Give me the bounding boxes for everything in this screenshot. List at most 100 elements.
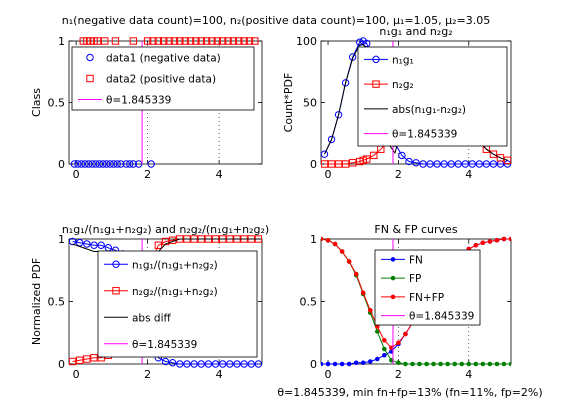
data-point-blue (482, 160, 491, 168)
data-point-blue (398, 151, 406, 160)
data-point-red (348, 159, 357, 167)
plot-area (70, 37, 259, 168)
data-point-green (403, 361, 408, 367)
chart-title: FN & FP curves (374, 223, 457, 236)
data-point-red (245, 37, 254, 45)
data-point-series (473, 242, 479, 248)
legend-label: n₁g₁/(n₁g₁+n₂g₂) (132, 259, 218, 271)
data-point-blue (95, 160, 104, 168)
data-point-series (403, 331, 408, 337)
legend-label: data1 (negative data) (106, 53, 221, 65)
legend-label: FN (409, 254, 423, 266)
data-point-blue (176, 360, 184, 368)
data-point-green (382, 346, 387, 352)
data-point-series (367, 307, 373, 313)
data-point-series (325, 237, 331, 243)
x-tick-label: 0 (325, 168, 332, 181)
y-tick-label: 0.5 (48, 296, 66, 309)
legend-box (357, 46, 508, 147)
data-point-series (346, 259, 352, 264)
legend-box (97, 250, 258, 358)
data-point-blue (183, 360, 191, 368)
data-point-red (160, 37, 168, 45)
data-point-blue (106, 160, 114, 168)
legend-marker (372, 55, 380, 64)
data-point-green (459, 361, 465, 367)
data-point-red (321, 160, 329, 168)
legend-label: θ=1.845339 (409, 311, 474, 323)
data-point-blue (489, 160, 498, 168)
data-point-blue (83, 240, 91, 248)
data-point-blue (109, 160, 118, 168)
data-point-blue (433, 160, 441, 168)
x-tick-label: 4 (216, 368, 223, 381)
legend: n₁g₁ n₂g₂ abs(n₁g₁-n₂g₂) θ=1.845339 (357, 46, 508, 147)
data-point-red (101, 37, 109, 45)
legend-label: FN+FP (409, 292, 444, 304)
data-point-green (494, 361, 500, 367)
legend-label: n₂g₂ (392, 79, 414, 91)
data-point-blue (454, 160, 462, 168)
data-point-blue (475, 160, 484, 168)
y-tick-label: 1 (310, 233, 317, 246)
y-tick-label: 100 (296, 35, 317, 48)
chart-p4: 0 2 4 0 0.5 1 FN & FP curves FN FP FN+FP θ=1.84533… (300, 223, 512, 381)
data-point-series (325, 361, 331, 367)
data-point-blue (168, 359, 177, 367)
data-point-green (487, 361, 493, 367)
data-point-blue (461, 160, 469, 168)
y-tick-label: 0 (58, 158, 65, 171)
data-point-blue (426, 160, 434, 168)
data-point-blue (348, 53, 357, 61)
x-tick-label: 0 (73, 168, 80, 181)
y-tick-label: 0.5 (300, 296, 318, 309)
data-point-green (431, 361, 436, 367)
data-point-red (327, 160, 336, 168)
data-point-green (417, 361, 422, 367)
data-point-red (111, 37, 120, 45)
data-point-red (202, 37, 211, 45)
legend-label: θ=1.845339 (132, 339, 197, 351)
data-point-series (480, 240, 486, 246)
data-point-series (332, 241, 338, 247)
data-point-blue (327, 135, 336, 144)
data-point-green (480, 361, 486, 367)
data-point-blue (341, 79, 350, 87)
data-point-red (149, 37, 157, 45)
data-point-red (334, 160, 343, 168)
data-point-series (508, 236, 511, 242)
data-point-red (186, 37, 195, 45)
legend-marker (112, 260, 120, 268)
figure-suptitle: n₁(negative data count)=100, n₂(positive… (62, 14, 490, 27)
data-point-red (240, 37, 248, 45)
x-tick-label: 2 (395, 168, 402, 181)
data-point-blue (240, 360, 248, 368)
y-tick-label: 0 (310, 358, 317, 371)
legend-box (71, 46, 255, 111)
chart-p1: 0 2 4 0 0.5 1 Class data1 (negative data) data2 … (30, 35, 263, 181)
data-point-blue (117, 160, 125, 168)
data-point-blue (102, 160, 111, 168)
data-point-series (360, 290, 366, 296)
data-point-blue (74, 160, 82, 168)
data-point-series (396, 340, 401, 346)
legend-label: abs(n₁g₁-n₂g₂) (392, 104, 466, 116)
y-axis-label: Count*PDF (282, 73, 295, 133)
data-point-series (346, 361, 352, 367)
data-point-series (360, 360, 366, 366)
data-point-green (452, 361, 458, 367)
data-point-red (192, 37, 200, 45)
data-point-green (501, 361, 507, 367)
legend-label: FP (409, 273, 421, 285)
data-point-red (76, 356, 84, 364)
data-point-series (353, 360, 359, 366)
data-point-red (224, 37, 232, 45)
data-point-blue (440, 160, 448, 168)
data-point-blue (70, 160, 79, 168)
data-point-blue (122, 160, 130, 168)
data-point-green (396, 360, 401, 366)
chart-title: n₁g₁ and n₂g₂ (379, 25, 452, 38)
data-point-series (339, 361, 345, 367)
data-point-red (208, 37, 216, 45)
data-point-series (339, 249, 345, 254)
